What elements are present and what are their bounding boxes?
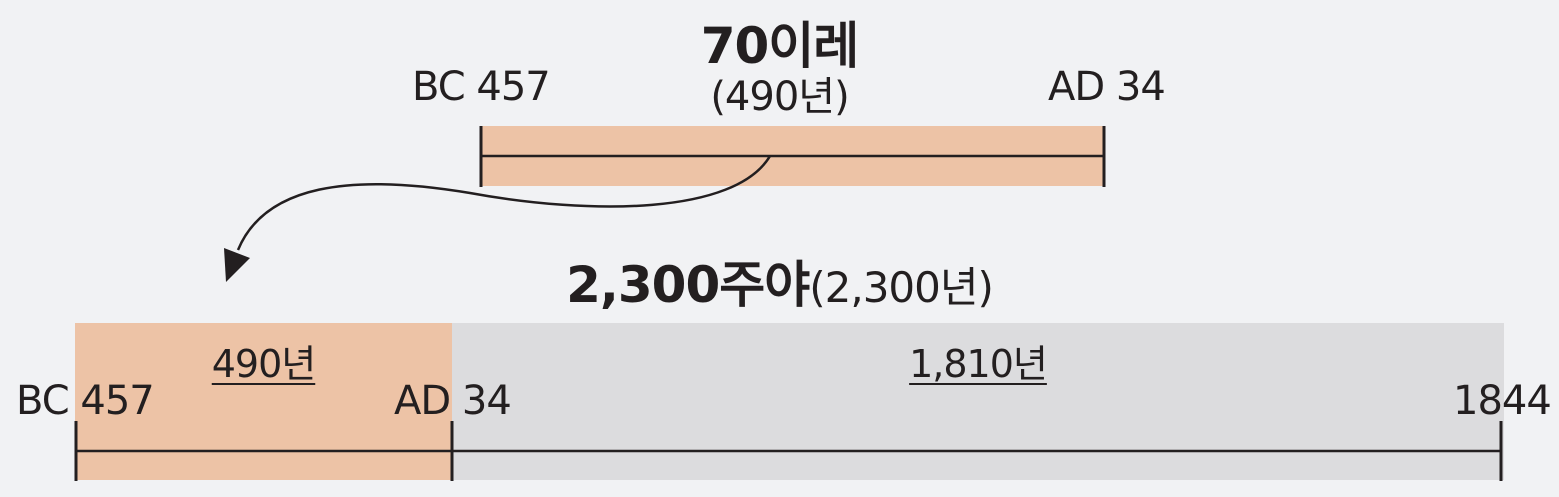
- curved-arrow: [236, 155, 772, 251]
- segment-490-label: 490년: [211, 342, 317, 386]
- bottom-start-label: BC 457: [16, 378, 155, 424]
- bottom-end-label: 1844: [1453, 378, 1552, 424]
- twenty-three-hundred-title: 2,300주야(2,300년): [0, 245, 1559, 317]
- seventy-weeks-title: 70이레: [700, 17, 860, 75]
- segment-490-bar: [75, 323, 452, 480]
- top-start-label: BC 457: [412, 64, 551, 110]
- title-bold-part: 2,300주야: [566, 256, 810, 314]
- seventy-weeks-subtitle: (490년): [710, 74, 849, 120]
- segment-1810-label: 1,810년: [909, 342, 1048, 386]
- bottom-mid-label: AD 34: [394, 378, 512, 424]
- top-end-label: AD 34: [1048, 64, 1166, 110]
- segment-1810-bar: [452, 323, 1504, 480]
- arrow-head-icon: [224, 248, 250, 282]
- title-normal-part: (2,300년): [809, 263, 994, 312]
